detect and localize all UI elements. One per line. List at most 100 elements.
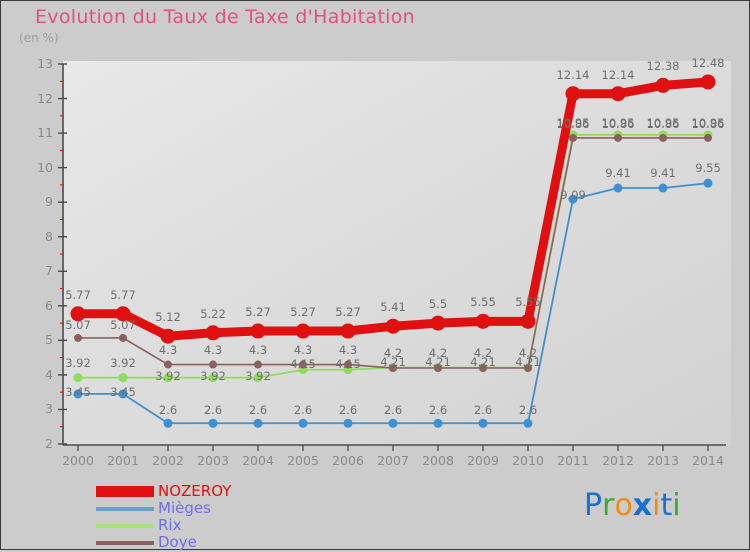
x-axis-tick-2002: 2002 <box>152 453 184 468</box>
data-label-miges-2011: 9.09 <box>560 188 586 203</box>
x-axis-tick-2014: 2014 <box>692 453 724 468</box>
data-label-miges-2001: 3.45 <box>110 384 136 399</box>
data-label-miges-2004: 2.6 <box>248 403 268 418</box>
logo-letter-0: P <box>584 488 603 523</box>
x-axis-tick-2001: 2001 <box>107 453 139 468</box>
legend-label: Mièges <box>158 499 211 517</box>
plot-background <box>63 61 731 446</box>
data-label-rix-2004: 3.92 <box>245 368 271 383</box>
data-label-miges-2003: 2.6 <box>203 403 223 418</box>
data-label-rix-2000: 3.92 <box>65 355 91 370</box>
data-label-rix-2005: 4.15 <box>290 356 316 371</box>
y-axis-tick-11: 11 <box>37 125 53 141</box>
data-label-nozeroy-2001: 5.77 <box>110 287 136 302</box>
x-axis-tick-2003: 2003 <box>197 453 229 468</box>
data-label-doye-2014: 10.86 <box>691 116 725 131</box>
x-axis-tick-2006: 2006 <box>332 453 364 468</box>
x-axis-tick-2013: 2013 <box>647 453 679 468</box>
data-label-doye-2004: 4.3 <box>248 342 268 357</box>
x-axis-tick-2010: 2010 <box>512 453 544 468</box>
data-label-nozeroy-2013: 12.38 <box>646 59 680 74</box>
data-label-nozeroy-2012: 12.14 <box>601 67 635 82</box>
x-axis-tick-2011: 2011 <box>557 453 589 468</box>
data-label-miges-2009: 2.6 <box>473 403 493 418</box>
data-label-doye-2002: 4.3 <box>158 342 178 357</box>
data-label-miges-2010: 2.6 <box>518 403 538 418</box>
series-nozeroy <box>70 74 716 344</box>
data-label-nozeroy-2000: 5.77 <box>65 287 91 302</box>
logo-letter-1: r <box>602 488 615 523</box>
data-label-doye-2013: 10.86 <box>646 116 680 131</box>
logo-letter-4: i <box>652 488 661 523</box>
legend-label: NOZEROY <box>158 482 232 500</box>
y-axis-tick-4: 4 <box>45 366 53 382</box>
y-axis-tick-2: 2 <box>45 436 53 451</box>
data-label-rix-2003: 3.92 <box>200 368 226 383</box>
data-label-doye-2000: 5.07 <box>65 317 91 332</box>
data-label-rix-2010: 4.21 <box>515 354 541 369</box>
chart-unit-subtitle: (en %) <box>19 31 59 45</box>
data-label-nozeroy-2007: 5.41 <box>380 300 406 315</box>
series-doye <box>74 133 712 372</box>
logo-letter-5: t <box>660 488 673 523</box>
x-axis-tick-2009: 2009 <box>467 453 499 468</box>
proxiti-logo[interactable]: Proxiti <box>584 488 681 523</box>
legend-swatch-doye <box>96 541 154 545</box>
data-label-nozeroy-2003: 5.22 <box>200 306 226 321</box>
data-label-doye-2008: 4.2 <box>428 346 448 360</box>
page-title: Evolution du Taux de Taxe d'Habitation <box>35 6 415 28</box>
data-label-rix-2011: 10.95 <box>556 115 590 130</box>
x-axis-tick-2000: 2000 <box>62 453 94 468</box>
data-label-rix-2013: 10.95 <box>646 115 680 130</box>
x-axis-tick-2005: 2005 <box>287 453 319 468</box>
data-label-nozeroy-2011: 12.14 <box>556 67 590 82</box>
legend-label: Rix <box>158 516 182 534</box>
x-axis-tick-2007: 2007 <box>377 453 409 468</box>
y-axis-tick-5: 5 <box>45 332 53 348</box>
data-label-nozeroy-2010: 5.55 <box>515 295 541 310</box>
data-label-doye-2007: 4.2 <box>383 346 403 360</box>
y-axis-tick-9: 9 <box>45 194 53 210</box>
data-label-rix-2006: 4.15 <box>335 356 361 371</box>
series-miges <box>73 178 713 428</box>
data-label-rix-2008: 4.21 <box>425 354 451 369</box>
data-label-miges-2012: 9.41 <box>605 166 631 181</box>
data-label-nozeroy-2014: 12.48 <box>691 55 725 70</box>
legend-swatch-nozeroy <box>96 486 154 497</box>
data-label-doye-2005: 4.3 <box>293 342 313 357</box>
data-label-rix-2002: 3.92 <box>155 368 181 383</box>
data-label-miges-2000: 3.45 <box>65 384 91 399</box>
data-label-miges-2002: 2.6 <box>158 403 178 418</box>
x-axis-tick-2004: 2004 <box>242 453 274 468</box>
data-label-miges-2007: 2.6 <box>383 403 403 418</box>
y-axis-tick-3: 3 <box>45 401 53 417</box>
data-label-miges-2008: 2.6 <box>428 403 448 418</box>
data-label-rix-2012: 10.95 <box>601 115 635 130</box>
logo-letter-6: i <box>672 488 681 523</box>
y-axis-tick-13: 13 <box>37 56 53 71</box>
data-label-doye-2009: 4.2 <box>473 346 493 360</box>
y-axis-tick-10: 10 <box>37 159 53 175</box>
data-label-doye-2011: 10.86 <box>556 116 590 131</box>
data-label-nozeroy-2009: 5.55 <box>470 295 496 310</box>
x-axis-tick-2008: 2008 <box>422 453 454 468</box>
data-label-nozeroy-2008: 5.5 <box>428 297 448 312</box>
data-label-doye-2006: 4.3 <box>338 342 358 357</box>
data-label-doye-2012: 10.86 <box>601 116 635 131</box>
data-label-miges-2013: 9.41 <box>650 166 676 181</box>
data-label-miges-2005: 2.6 <box>293 403 313 418</box>
legend-swatch-rix <box>96 524 154 528</box>
data-label-rix-2014: 10.95 <box>691 115 725 130</box>
legend-label: Doye <box>158 533 197 551</box>
data-label-miges-2006: 2.6 <box>338 403 358 418</box>
data-label-rix-2009: 4.21 <box>470 354 496 369</box>
y-axis-tick-8: 8 <box>45 228 53 244</box>
legend-swatch-miges <box>96 507 154 511</box>
x-axis-tick-2012: 2012 <box>602 453 634 468</box>
data-label-rix-2001: 3.92 <box>110 355 136 370</box>
data-label-doye-2003: 4.3 <box>203 342 223 357</box>
